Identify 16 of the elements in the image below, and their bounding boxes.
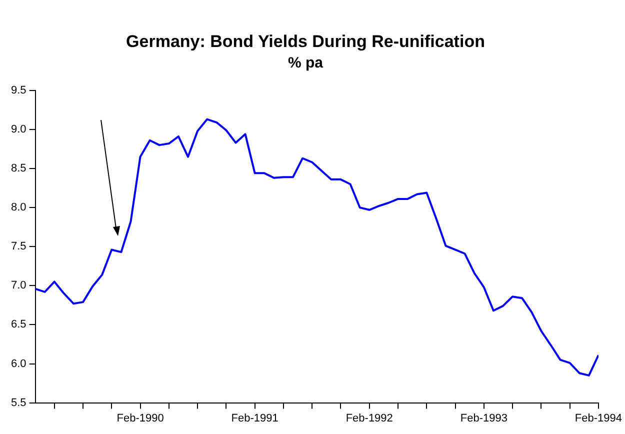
chart-subtitle: % pa xyxy=(288,54,324,72)
chart-title: Germany: Bond Yields During Re-unification xyxy=(126,32,485,51)
y-tick-label: 5.5 xyxy=(10,396,26,409)
x-tick-label: Feb-1992 xyxy=(346,412,393,424)
x-tick-label: Feb-1991 xyxy=(231,412,278,424)
y-tick-label: 8.0 xyxy=(10,202,26,214)
y-tick-label: 7.5 xyxy=(10,240,26,253)
y-tick-label: 6.0 xyxy=(10,358,26,370)
y-tick-label: 6.5 xyxy=(10,318,26,331)
y-tick-label: 9.0 xyxy=(10,123,26,136)
y-tick-label: 8.5 xyxy=(10,162,26,175)
x-tick-label: Feb-1994 xyxy=(574,412,622,424)
y-tick-label: 7.0 xyxy=(10,280,26,292)
x-tick-label: Feb-1990 xyxy=(116,412,164,424)
x-tick-label: Feb-1993 xyxy=(460,412,508,424)
y-tick-label: 9.5 xyxy=(10,84,26,96)
